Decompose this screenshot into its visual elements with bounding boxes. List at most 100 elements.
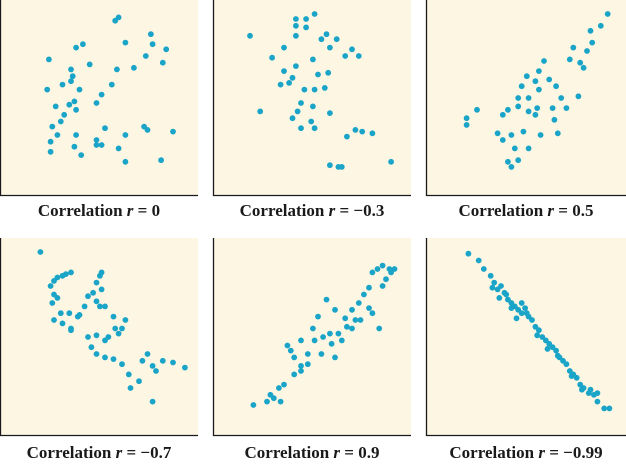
data-point (149, 363, 156, 369)
caption-value: −0.99 (563, 443, 603, 462)
caption-prefix: Correlation (239, 201, 329, 220)
data-point (323, 31, 330, 38)
data-point (480, 266, 487, 272)
data-point (597, 22, 604, 29)
data-point (112, 325, 119, 332)
scatter-plot-4 (0, 238, 198, 437)
data-point (257, 108, 264, 115)
data-point (119, 325, 125, 332)
data-point (315, 313, 321, 320)
data-point (102, 303, 108, 310)
data-point (505, 106, 511, 113)
data-point (93, 298, 100, 305)
data-point (327, 162, 333, 169)
caption-prefix: Correlation (26, 443, 116, 462)
data-point (359, 128, 366, 135)
data-point (47, 283, 54, 289)
caption-relation: = (122, 443, 141, 462)
data-point (298, 363, 304, 369)
data-point (74, 313, 81, 320)
data-point (98, 269, 105, 276)
data-point (49, 123, 56, 130)
data-point (276, 385, 282, 391)
data-point (76, 86, 83, 93)
data-point (149, 398, 156, 405)
data-point (93, 100, 100, 106)
scatter-panel-3 (425, 0, 626, 197)
data-point (534, 105, 541, 111)
data-point (594, 390, 601, 396)
data-point (311, 11, 318, 17)
data-point (115, 330, 122, 337)
data-point (505, 158, 511, 165)
data-point (551, 116, 558, 123)
data-point (342, 53, 349, 59)
data-point (553, 83, 559, 90)
data-point (325, 69, 332, 76)
data-point (122, 39, 129, 46)
data-point (349, 46, 355, 53)
data-point (281, 381, 287, 388)
caption-variable: r (328, 201, 336, 220)
data-point (311, 125, 318, 132)
data-point (63, 271, 69, 277)
correlation-caption-5: Correlation r = 0.9 (213, 443, 411, 463)
data-point (139, 357, 146, 364)
caption-prefix: Correlation (449, 443, 539, 462)
data-point (366, 305, 372, 311)
data-point (293, 32, 299, 39)
caption-relation: = (335, 201, 354, 220)
data-point (554, 352, 561, 359)
data-point (537, 132, 544, 138)
data-point (97, 303, 103, 310)
data-point (78, 152, 85, 159)
data-point (149, 41, 156, 48)
correlation-caption-3: Correlation r = 0.5 (426, 201, 626, 221)
data-point (142, 53, 149, 59)
scatter-plot-6 (425, 238, 626, 437)
data-point (379, 283, 386, 289)
data-point (570, 44, 577, 51)
data-point (287, 347, 294, 354)
caption-relation: = (340, 443, 359, 462)
data-point (93, 137, 100, 143)
data-point (532, 111, 539, 118)
data-point (465, 250, 472, 257)
caption-variable: r (333, 443, 341, 462)
data-point (357, 317, 364, 323)
data-point (110, 313, 117, 320)
scatter-plot-2 (212, 0, 411, 197)
data-point (293, 63, 299, 69)
data-point (44, 86, 51, 93)
caption-relation: = (554, 201, 573, 220)
data-point (327, 110, 333, 116)
data-point (320, 334, 326, 340)
data-point (108, 81, 115, 88)
data-point (61, 111, 68, 118)
data-point (369, 269, 376, 276)
data-point (544, 346, 551, 352)
correlation-caption-1: Correlation r = 0 (0, 201, 198, 221)
data-point (554, 130, 561, 137)
caption-variable: r (538, 443, 545, 462)
data-point (304, 361, 311, 368)
data-point (159, 59, 166, 66)
data-point (525, 145, 532, 152)
data-point (508, 132, 515, 138)
data-point (601, 405, 608, 412)
data-point (102, 337, 108, 344)
data-point (366, 284, 372, 291)
data-point (286, 80, 292, 86)
data-point (499, 111, 506, 118)
data-point (342, 315, 349, 322)
data-point (536, 327, 542, 334)
data-point (534, 332, 541, 339)
data-point (310, 103, 316, 110)
data-point (463, 115, 470, 122)
data-point (66, 101, 73, 108)
data-point (51, 317, 57, 323)
data-point (291, 371, 298, 378)
data-point (125, 371, 132, 378)
data-point (308, 118, 315, 125)
data-point (250, 402, 257, 408)
